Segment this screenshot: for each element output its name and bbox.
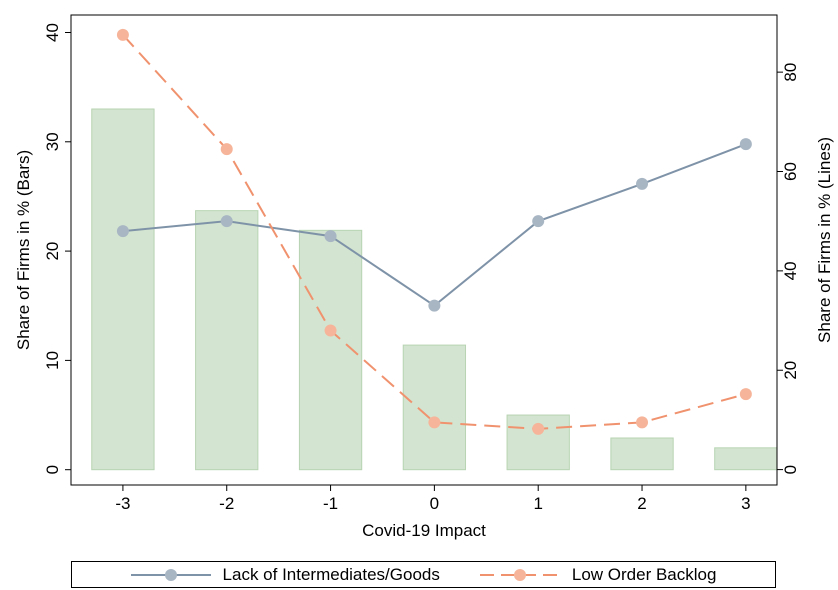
plot-frame: [70, 14, 778, 486]
series-1-point-0: [116, 225, 129, 238]
x-tick-label-1: -2: [219, 494, 234, 513]
series-2-point-5: [636, 416, 649, 429]
series-2-point-3: [428, 416, 441, 429]
y-right-tick-label-4: 80: [781, 63, 800, 82]
series-1-point-4: [532, 215, 545, 228]
x-tick-label-4: 1: [533, 494, 542, 513]
bar-1: [195, 210, 259, 471]
legend-item-series-2: Low Order Backlog: [479, 564, 717, 585]
bar-6: [714, 447, 778, 471]
x-tick-label-2: -1: [323, 494, 338, 513]
bar-3: [402, 344, 467, 471]
bars-layer: [91, 108, 778, 471]
series-1-point-5: [636, 177, 649, 190]
y-left-tick-label-2: 20: [43, 242, 62, 261]
x-tick-label-3: 0: [430, 494, 439, 513]
legend-swatch-series-2: [479, 568, 560, 581]
series-2-point-6: [739, 388, 752, 401]
x-tick-label-5: 2: [637, 494, 646, 513]
x-tick-label-0: -3: [115, 494, 130, 513]
y-right-tick-label-2: 40: [781, 261, 800, 280]
y-right-tick-label-3: 60: [781, 162, 800, 181]
series-1-point-3: [428, 299, 441, 312]
y-left-tick-label-1: 10: [43, 351, 62, 370]
series-1-point-2: [324, 230, 337, 243]
series-2-point-0: [116, 28, 129, 41]
series-2-point-2: [324, 324, 337, 337]
y-right-tick-label-1: 20: [781, 361, 800, 380]
legend: Lack of Intermediates/Goods Low Order Ba…: [71, 561, 776, 588]
y-axis-right-label: Share of Firms in % (Lines): [815, 137, 834, 343]
bar-0: [91, 108, 155, 471]
series-1-point-1: [220, 215, 233, 228]
series-1-point-6: [739, 138, 752, 151]
y-left-tick-label-4: 40: [43, 23, 62, 42]
y-right-tick-label-0: 0: [781, 465, 800, 474]
series-2-point-4: [532, 422, 545, 435]
bar-5: [610, 437, 674, 471]
series-2-point-1: [220, 143, 233, 156]
legend-label-series-2: Low Order Backlog: [571, 564, 717, 584]
y-left-tick-label-0: 0: [43, 465, 62, 474]
x-axis-label: Covid-19 Impact: [362, 521, 486, 540]
legend-swatch-series-1: [130, 568, 211, 581]
y-axis-left-label: Share of Firms in % (Bars): [14, 150, 33, 350]
y-left-tick-label-3: 30: [43, 132, 62, 151]
x-tick-label-6: 3: [741, 494, 750, 513]
lines-layer: [116, 28, 752, 435]
legend-label-series-1: Lack of Intermediates/Goods: [222, 564, 440, 584]
legend-item-series-1: Lack of Intermediates/Goods: [130, 564, 440, 585]
